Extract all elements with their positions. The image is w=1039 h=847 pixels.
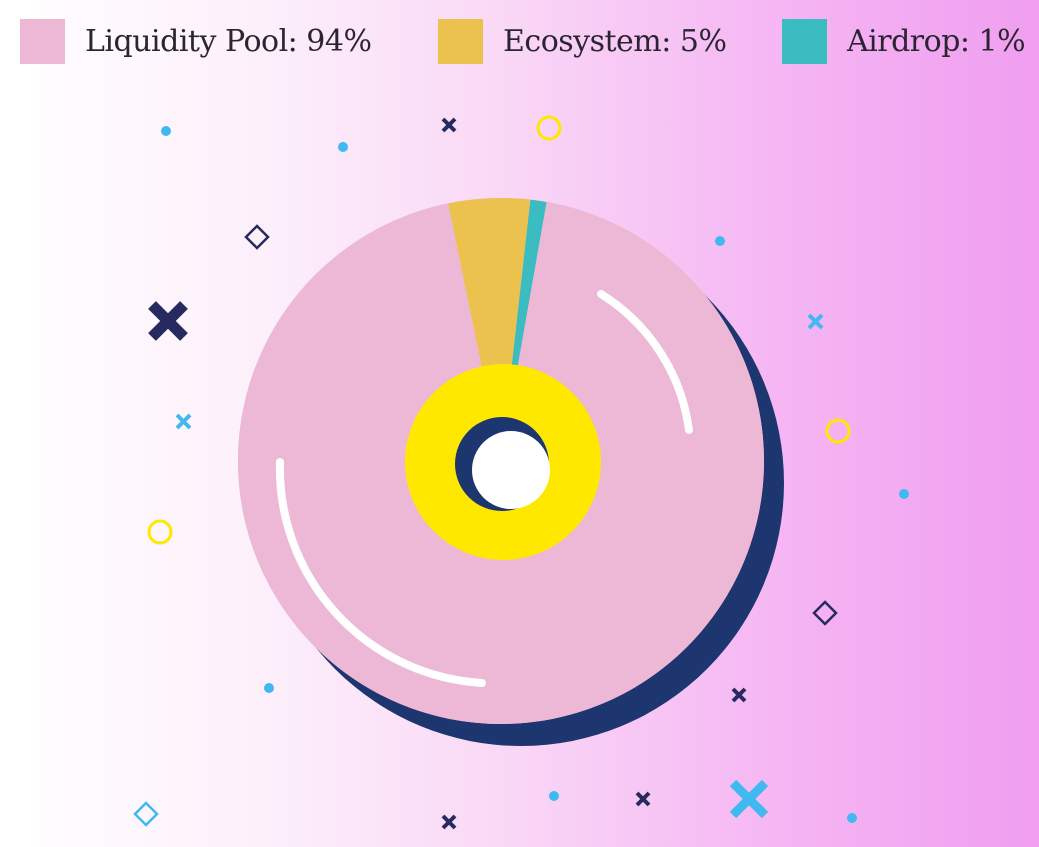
legend-label: Ecosystem: 5% (503, 23, 727, 59)
legend-swatch (438, 18, 483, 64)
legend-swatch (782, 18, 827, 64)
legend-label: Liquidity Pool: 94% (85, 23, 372, 59)
highlight-arc (597, 290, 693, 434)
legend-item-airdrop: Airdrop: 1% (782, 18, 1026, 64)
inner-hole (472, 431, 550, 509)
legend: Liquidity Pool: 94% Ecosystem: 5% Airdro… (20, 18, 1039, 66)
diamond-icons (133, 224, 838, 827)
legend-item-ecosystem: Ecosystem: 5% (438, 18, 727, 64)
cross-icons-blue (175, 313, 824, 819)
legend-swatch (20, 18, 65, 64)
pie-slice-ecosystem (448, 198, 531, 461)
cross-icons (148, 117, 747, 830)
legend-label: Airdrop: 1% (847, 23, 1026, 59)
ring-icons (147, 115, 851, 545)
legend-item-liquidity-pool: Liquidity Pool: 94% (20, 18, 372, 64)
highlight-arc (275, 458, 486, 687)
dot-icons (161, 126, 909, 823)
